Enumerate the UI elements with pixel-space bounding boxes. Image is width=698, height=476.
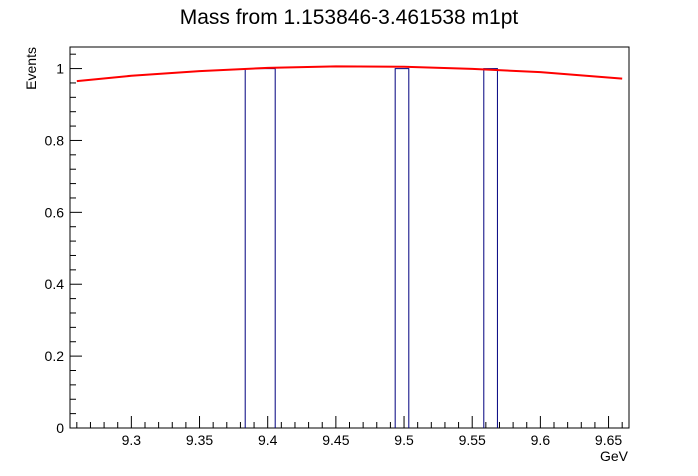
y-axis-label: Events — [23, 47, 39, 90]
fit-curve-layer — [76, 65, 623, 83]
y-tick-label: 0.4 — [45, 276, 65, 292]
y-tick-label: 0.2 — [45, 348, 65, 364]
x-tick-label: 9.6 — [531, 432, 551, 448]
fit-curve — [76, 65, 623, 83]
chart-title: Mass from 1.153846-3.461538 m1pt — [180, 6, 519, 29]
x-tick-label: 9.45 — [322, 432, 349, 448]
y-tick-label: 0.6 — [45, 204, 65, 220]
x-tick-label: 9.5 — [394, 432, 414, 448]
y-tick-label: 0 — [56, 420, 64, 436]
y-tick-label: 0.8 — [45, 132, 65, 148]
histogram-bin-2 — [483, 68, 498, 428]
x-tick-label: 9.4 — [258, 432, 278, 448]
x-tick-label: 9.55 — [459, 432, 486, 448]
x-tick-label: 9.35 — [186, 432, 213, 448]
histogram-bin-1 — [394, 68, 410, 428]
histogram-bins — [244, 68, 498, 428]
x-axis-label: GeV — [600, 448, 629, 464]
histogram-bin-0 — [244, 68, 276, 428]
x-tick-label: 9.65 — [595, 432, 622, 448]
y-axis: 0 0.2 0.4 0.6 0.8 1 — [45, 53, 82, 436]
y-tick-label: 1 — [56, 61, 64, 77]
x-tick-label: 9.3 — [122, 432, 142, 448]
x-axis: 9.3 9.35 9.4 9.45 9.5 9.55 9.6 9.65 — [76, 416, 623, 448]
plot-frame — [69, 46, 630, 429]
